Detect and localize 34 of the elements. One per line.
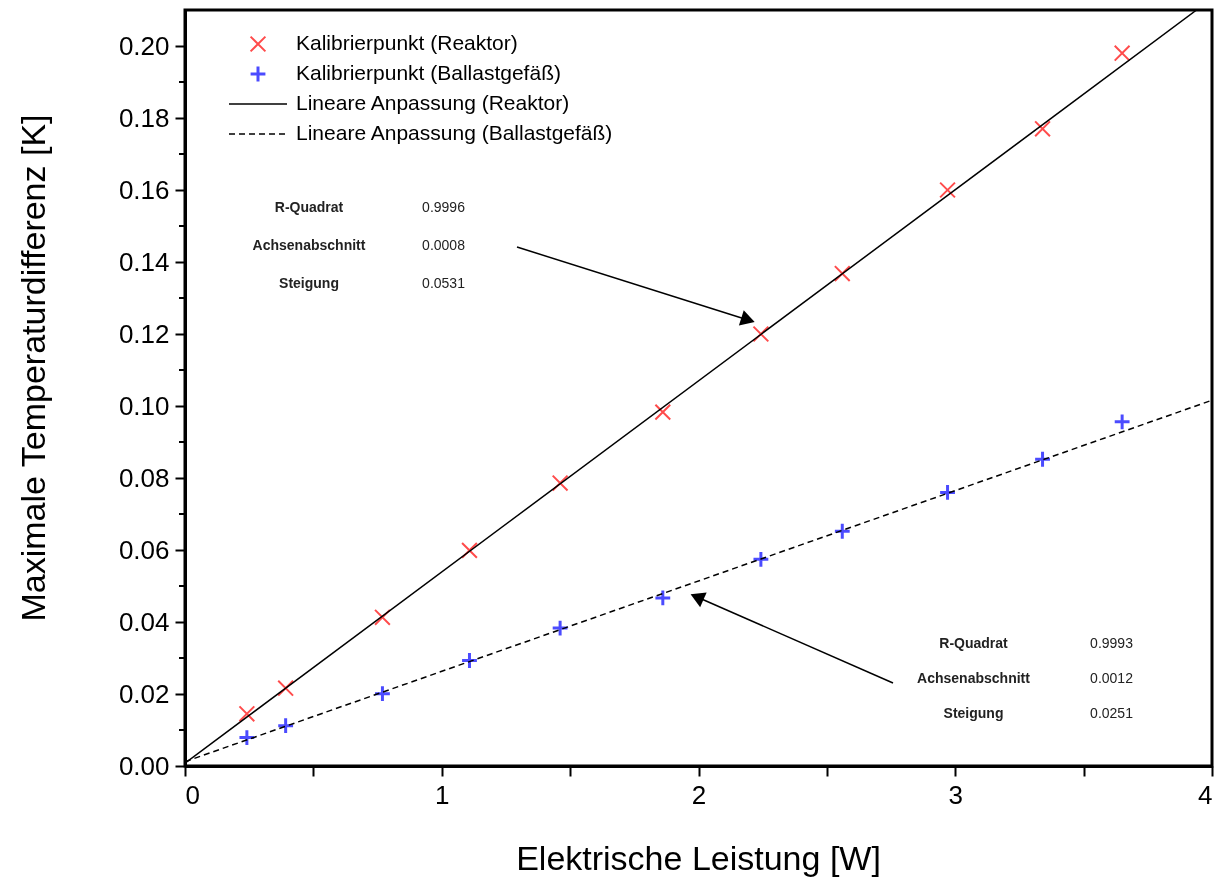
text: 0.00 xyxy=(118,750,170,781)
annotation: 0.9996 xyxy=(422,199,466,215)
y-tick-label: 0.18 xyxy=(118,102,170,133)
y-tick-label: 0.06 xyxy=(118,534,170,565)
legend-label: Lineare Anpassung (Reaktor) xyxy=(296,91,570,114)
legend-label: Kalibrierpunkt (Ballastgefäß) xyxy=(296,61,561,84)
y-tick-label: 0.04 xyxy=(118,606,170,637)
annotation: Achsenabschnitt xyxy=(252,237,366,253)
annotation: 0.9993 xyxy=(1090,634,1134,651)
legend-label: Lineare Anpassung (Ballastgefäß) xyxy=(296,121,613,144)
annotation: R-Quadrat xyxy=(939,634,1009,651)
y-tick-label: 0.12 xyxy=(118,318,170,349)
annotation: 0.0008 xyxy=(422,237,466,253)
x-tick-label: 1 xyxy=(435,779,450,810)
annotation: 0.0251 xyxy=(1090,705,1134,721)
x-axis-title: Elektrische Leistung [W] xyxy=(516,839,881,877)
y-tick-label: 0.20 xyxy=(118,30,170,61)
annotation: 0.0531 xyxy=(422,274,466,291)
annotation: 0.0012 xyxy=(1090,670,1134,686)
x-tick-label: 0 xyxy=(185,779,200,810)
y-tick-label: 0.14 xyxy=(118,246,170,277)
legend-label: Kalibrierpunkt (Reaktor) xyxy=(296,31,518,54)
y-tick-label: 0.08 xyxy=(118,462,170,493)
x-tick-label: 4 xyxy=(1198,779,1213,810)
annotation: Steigung xyxy=(943,705,1004,721)
x-tick-label: 2 xyxy=(691,779,707,810)
annotation: Steigung xyxy=(279,274,339,291)
y-tick-label: 0.16 xyxy=(118,174,170,205)
x-tick-label: 3 xyxy=(948,779,963,810)
y-tick-label: 0.02 xyxy=(118,678,170,709)
annotation: Achsenabschnitt xyxy=(917,670,1031,686)
y-tick-label: 0.10 xyxy=(118,390,170,421)
y-axis-title: Maximale Temperaturdifferenz [K] xyxy=(14,114,52,622)
annotation: R-Quadrat xyxy=(274,199,344,215)
